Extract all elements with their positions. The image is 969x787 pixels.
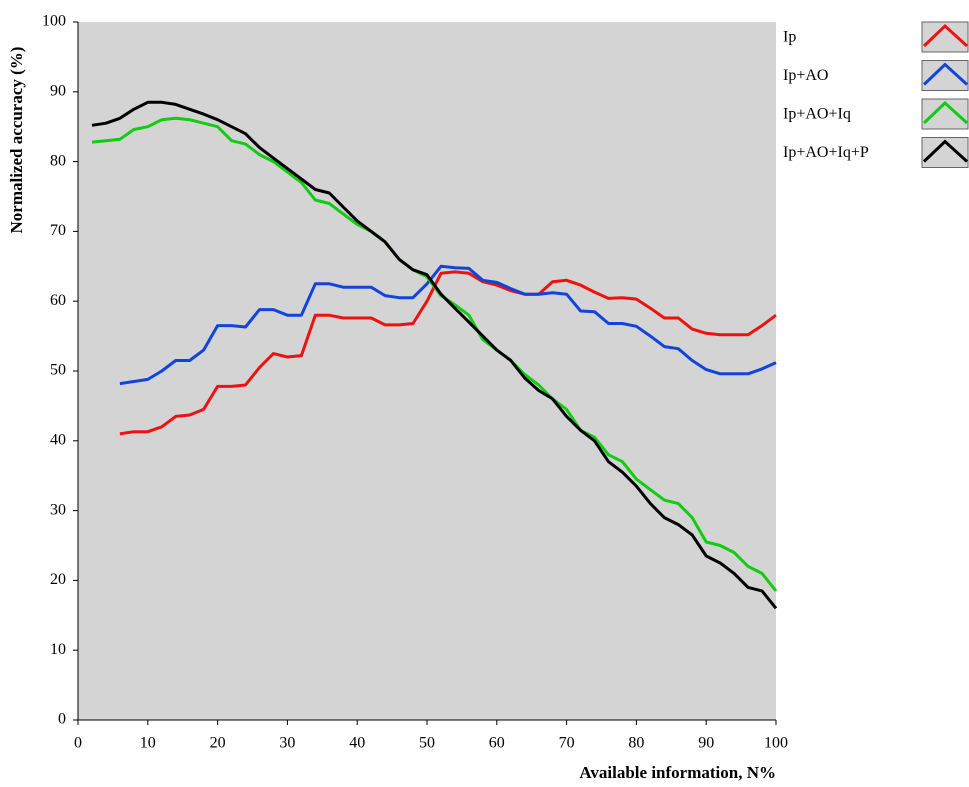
y-tick-label: 20 — [50, 571, 66, 588]
legend-label: Ip — [783, 29, 796, 46]
y-tick-label: 70 — [50, 222, 66, 239]
x-tick-label: 10 — [140, 735, 156, 752]
y-tick-label: 100 — [42, 13, 66, 30]
y-tick-label: 50 — [50, 362, 66, 379]
y-tick-label: 60 — [50, 292, 66, 309]
x-tick-label: 0 — [74, 735, 82, 752]
y-axis-title: Normalized accuracy (%) — [7, 47, 26, 234]
x-tick-label: 20 — [210, 735, 226, 752]
series-line — [91, 100, 778, 610]
legend-label: Ip+AO+Iq — [783, 106, 851, 123]
plot-area — [78, 22, 776, 720]
x-tick-label: 40 — [349, 735, 365, 752]
x-tick-label: 60 — [489, 735, 505, 752]
x-tick-label: 90 — [698, 735, 714, 752]
legend-swatch — [922, 100, 969, 125]
series-line — [119, 264, 777, 386]
legend-swatch — [922, 23, 969, 48]
x-tick-label: 70 — [559, 735, 575, 752]
legend-label: Ip+AO — [783, 67, 828, 84]
x-tick-label: 100 — [764, 735, 788, 752]
y-tick-label: 10 — [50, 641, 66, 658]
y-tick-label: 30 — [50, 501, 66, 518]
series-line — [119, 270, 777, 436]
legend-label: Ip+AO+Iq+P — [783, 144, 869, 161]
x-tick-label: 80 — [628, 735, 644, 752]
x-tick-label: 30 — [279, 735, 295, 752]
y-tick-label: 90 — [50, 82, 66, 99]
legend-swatch — [922, 62, 969, 86]
y-tick-label: 80 — [50, 152, 66, 169]
y-tick-label: 0 — [58, 711, 66, 728]
y-tick-label: 40 — [50, 431, 66, 448]
x-axis-title: Available information, N% — [579, 763, 776, 782]
legend-swatch — [922, 139, 969, 163]
x-tick-label: 50 — [419, 735, 435, 752]
